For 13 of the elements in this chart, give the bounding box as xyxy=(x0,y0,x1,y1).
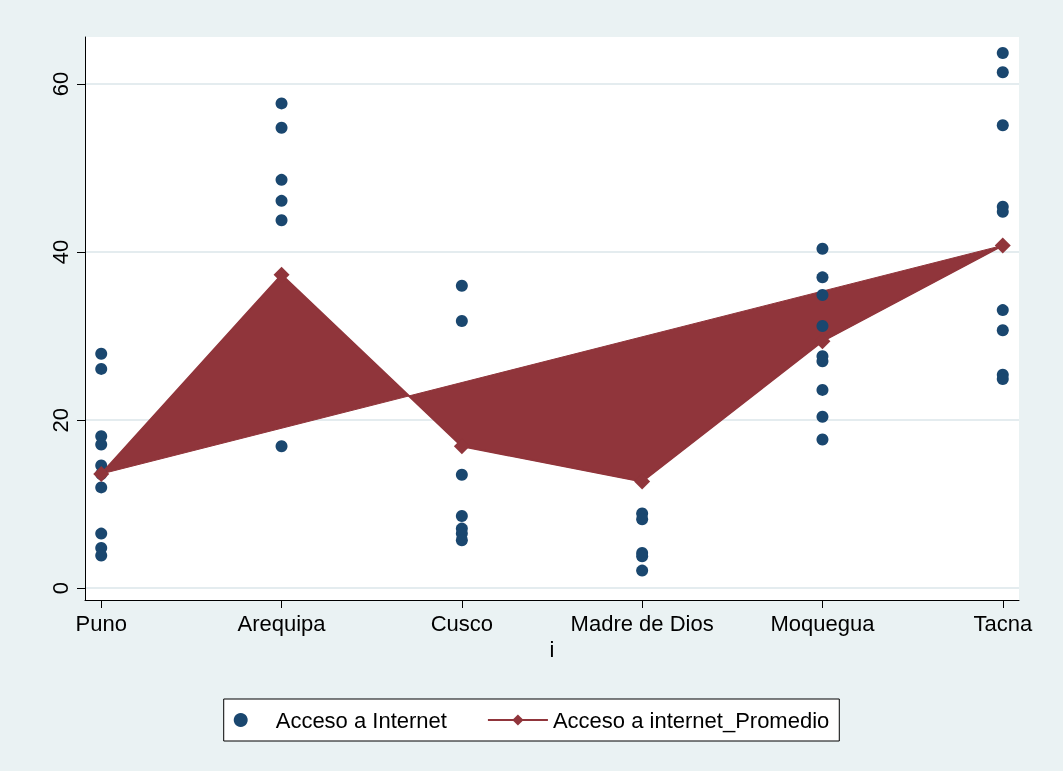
y-tick-label: 20 xyxy=(47,407,73,433)
x-tick-label: Moquegua xyxy=(770,610,876,636)
x-tick-label: Madre de Dios xyxy=(570,610,714,636)
x-tick-label: Arequipa xyxy=(237,610,327,636)
y-tick-label: 0 xyxy=(47,582,73,595)
legend-label: Acceso a Internet xyxy=(275,707,447,733)
y-tick-label: 40 xyxy=(47,239,73,265)
y-tick-label: 60 xyxy=(47,71,73,97)
x-tick-label: Puno xyxy=(75,610,127,636)
x-tick-label: Tacna xyxy=(973,610,1033,636)
x-axis-title: i xyxy=(549,637,555,663)
legend-label: Acceso a internet_Promedio xyxy=(552,707,830,733)
x-tick-label: Cusco xyxy=(430,610,494,636)
